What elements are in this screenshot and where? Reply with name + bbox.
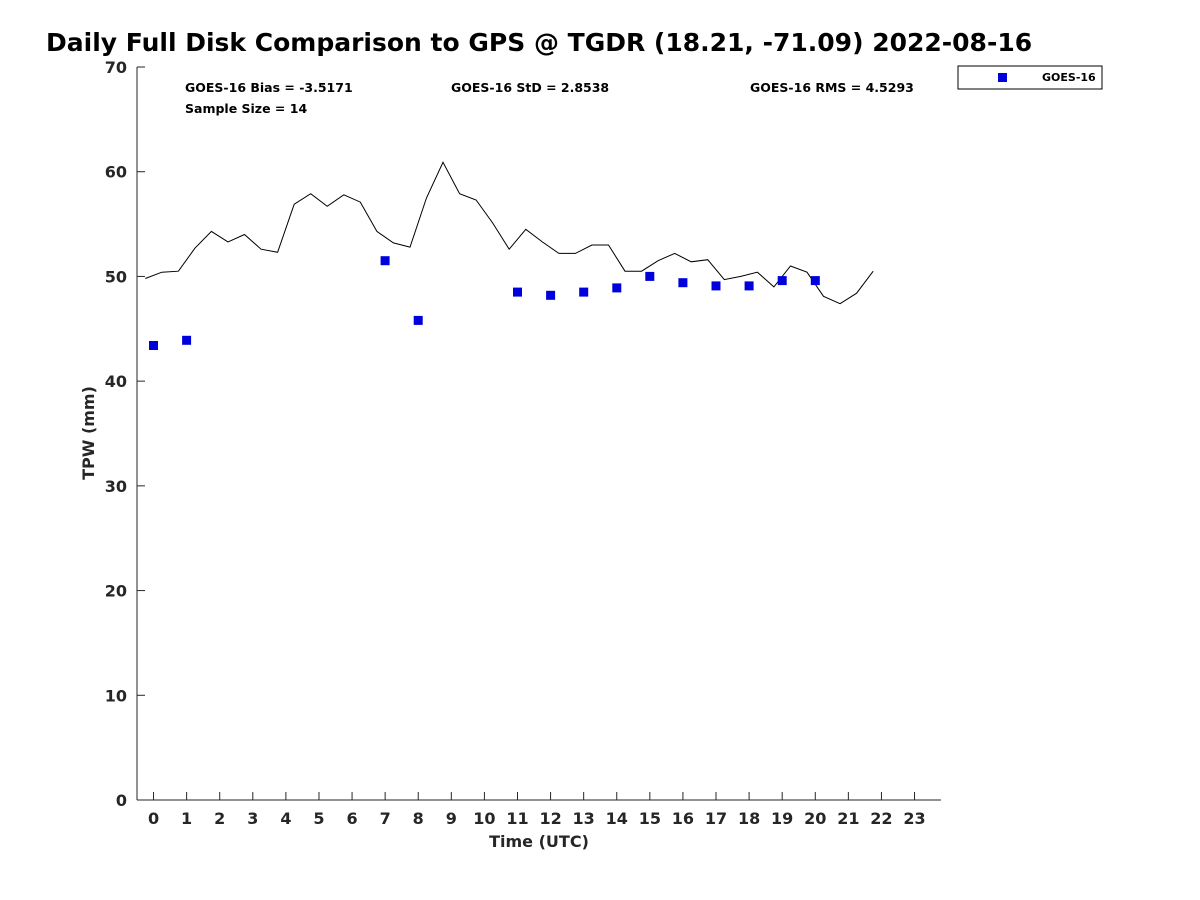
x-tick-label: 10 bbox=[473, 809, 495, 828]
x-tick-label: 12 bbox=[539, 809, 561, 828]
x-tick-label: 4 bbox=[280, 809, 291, 828]
goes16-point bbox=[744, 281, 754, 291]
y-tick-label: 70 bbox=[105, 58, 127, 77]
legend-box bbox=[957, 65, 1103, 90]
goes16-point bbox=[413, 315, 423, 325]
legend-label-goes16: GOES-16 bbox=[1042, 71, 1096, 84]
y-tick-label: 50 bbox=[105, 267, 127, 286]
y-ticks: 0 10 20 30 40 50 60 70 bbox=[105, 58, 145, 810]
x-tick-label: 18 bbox=[738, 809, 760, 828]
x-tick-label: 1 bbox=[181, 809, 192, 828]
x-tick-label: 8 bbox=[413, 809, 424, 828]
chart-title: Daily Full Disk Comparison to GPS @ TGDR… bbox=[46, 28, 1033, 57]
x-tick-label: 21 bbox=[837, 809, 859, 828]
y-axis-label: TPW (mm) bbox=[79, 386, 98, 480]
x-tick-label: 16 bbox=[672, 809, 694, 828]
goes16-series bbox=[149, 256, 820, 350]
goes16-point bbox=[810, 276, 820, 286]
x-tick-label: 7 bbox=[380, 809, 391, 828]
x-tick-label: 13 bbox=[573, 809, 595, 828]
goes16-point bbox=[546, 290, 556, 300]
x-tick-label: 15 bbox=[639, 809, 661, 828]
x-ticks: 0 1 2 3 4 5 6 7 8 9 10 11 12 13 14 15 16 17 18 19 20 21 22 23 bbox=[148, 792, 926, 828]
x-tick-label: 2 bbox=[214, 809, 225, 828]
x-tick-label: 11 bbox=[506, 809, 528, 828]
plot-area bbox=[145, 161, 874, 350]
goes16-point bbox=[678, 278, 688, 288]
x-tick-label: 22 bbox=[870, 809, 892, 828]
goes16-point bbox=[380, 256, 390, 266]
legend-marker-goes16 bbox=[998, 73, 1007, 82]
std-stat: GOES-16 StD = 2.8538 bbox=[451, 80, 609, 95]
y-tick-label: 30 bbox=[105, 477, 127, 496]
x-tick-label: 17 bbox=[705, 809, 727, 828]
x-tick-label: 0 bbox=[148, 809, 159, 828]
legend: GOES-16 bbox=[957, 65, 1103, 90]
x-tick-label: 20 bbox=[804, 809, 826, 828]
x-tick-label: 9 bbox=[446, 809, 457, 828]
gps-series-line bbox=[145, 161, 874, 305]
y-tick-label: 60 bbox=[105, 163, 127, 182]
axes bbox=[136, 67, 941, 801]
rms-stat: GOES-16 RMS = 4.5293 bbox=[750, 80, 914, 95]
goes16-point bbox=[645, 271, 655, 281]
x-tick-label: 14 bbox=[606, 809, 628, 828]
y-tick-label: 40 bbox=[105, 372, 127, 391]
y-tick-label: 10 bbox=[105, 686, 127, 705]
y-tick-label: 0 bbox=[116, 791, 127, 810]
x-axis-label: Time (UTC) bbox=[489, 832, 589, 851]
x-tick-label: 6 bbox=[346, 809, 357, 828]
x-tick-label: 19 bbox=[771, 809, 793, 828]
x-tick-label: 5 bbox=[313, 809, 324, 828]
sample-size-stat: Sample Size = 14 bbox=[185, 101, 307, 116]
goes16-point bbox=[612, 283, 622, 293]
bias-stat: GOES-16 Bias = -3.5171 bbox=[185, 80, 353, 95]
goes16-point bbox=[182, 335, 192, 345]
x-tick-label: 3 bbox=[247, 809, 258, 828]
goes16-point bbox=[579, 287, 589, 297]
goes16-point bbox=[711, 281, 721, 291]
goes16-point bbox=[149, 341, 158, 350]
y-tick-label: 20 bbox=[105, 582, 127, 601]
goes16-point bbox=[513, 287, 522, 297]
x-tick-label: 23 bbox=[903, 809, 925, 828]
goes16-point bbox=[777, 276, 787, 286]
